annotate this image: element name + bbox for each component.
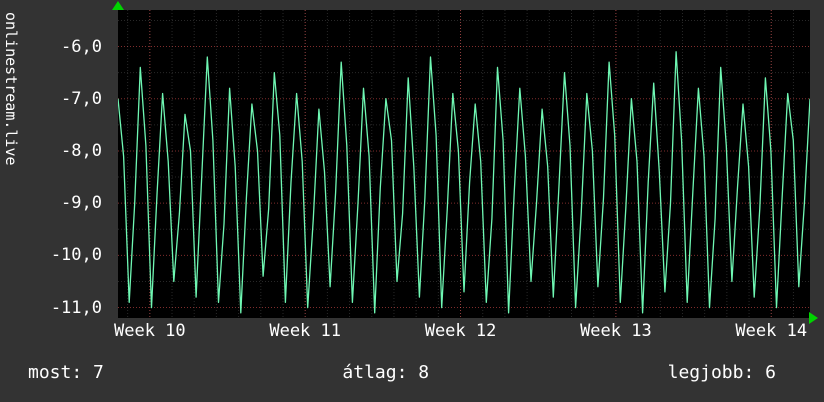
y-tick-label: -11,0 (50, 297, 102, 318)
stat-best: legjobb: 6 (667, 362, 776, 383)
stat-current: most: 7 (28, 362, 104, 383)
stat-average: átlag: 8 (342, 362, 430, 383)
y-tick-label: -7,0 (61, 88, 102, 109)
y-axis-labels: -6,0 -7,0 -8,0 -9,0 -10,0 -11,0 (0, 10, 110, 318)
y-tick-label: -8,0 (61, 140, 102, 161)
x-tick-label: Week 13 (580, 321, 652, 341)
y-tick-label: -10,0 (50, 245, 102, 266)
x-tick-label: Week 12 (424, 321, 497, 341)
y-tick-label: -6,0 (61, 36, 102, 57)
x-axis-arrow-icon (809, 312, 818, 324)
stats-footer: most: 7 átlag: 8 legjobb: 6 (28, 362, 776, 384)
x-tick-label: Week 11 (269, 321, 341, 341)
x-tick-label: Week 10 (114, 321, 186, 341)
grid-lines (118, 10, 810, 318)
y-axis-arrow-icon (112, 1, 124, 10)
time-series-chart (118, 10, 810, 318)
vertical-axis-title: onlinestream.live (2, 12, 20, 166)
plot-area (118, 10, 810, 318)
series-line (118, 51, 810, 314)
y-tick-label: -9,0 (61, 193, 102, 214)
x-tick-label: Week 14 (735, 321, 808, 341)
x-axis-labels: Week 10 Week 11 Week 12 Week 13 Week 14 (114, 321, 810, 345)
